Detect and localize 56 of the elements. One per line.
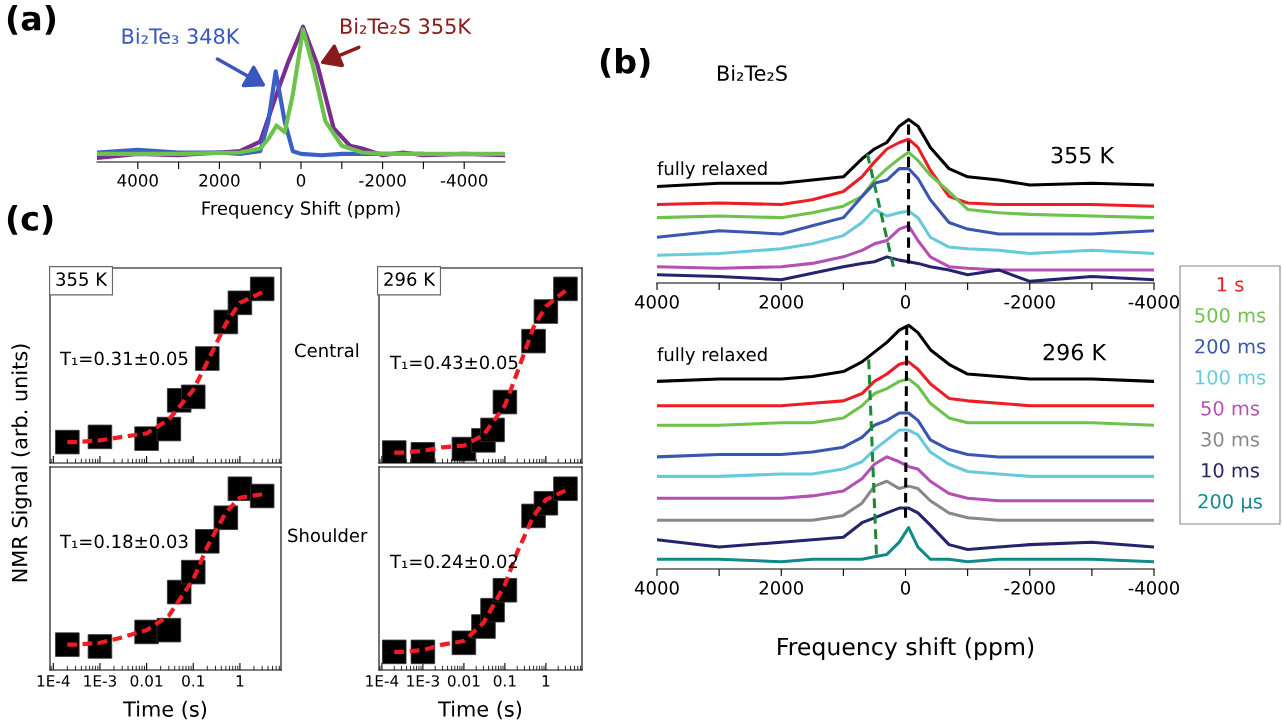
text: (b) [600, 48, 650, 78]
text: 296 K [384, 272, 436, 286]
text: 1 s [1217, 277, 1244, 292]
text: 100 ms [1195, 369, 1266, 385]
x-tick-label: -4000 [1128, 295, 1180, 309]
x-tick-label: 4000 [117, 174, 158, 187]
annotation: fully relaxed [657, 347, 767, 365]
x-tick-label: -4000 [440, 174, 488, 187]
text: (c) [7, 205, 53, 235]
chart-title: Bi₂Te₂S [718, 64, 787, 82]
x-tick-label: 1 [236, 675, 244, 687]
x-tick-label: 0.01 [447, 675, 480, 687]
x-axis-title: Time (s) [438, 700, 522, 720]
annotation: Bi₂Te₃ 348K [122, 27, 240, 45]
text: 30 ms [1201, 431, 1260, 447]
text: 500 ms [1195, 307, 1266, 323]
text: Shoulder [288, 528, 368, 543]
annotation: T₁=0.31±0.05 [59, 351, 188, 366]
x-tick-label: -2000 [1004, 581, 1055, 595]
text: 50 ms [1201, 400, 1260, 416]
text: 10 ms [1202, 462, 1260, 478]
x-tick-label: 2000 [759, 295, 804, 309]
text: 200 ms [1195, 338, 1266, 354]
annotation: Bi₂Te₂S 355K [341, 17, 472, 35]
x-axis-title: Time (s) [123, 700, 207, 720]
x-tick-label: 0 [900, 295, 911, 309]
x-tick-label: 1E-4 [366, 675, 399, 687]
annotation: T₁=0.43±0.05 [389, 355, 518, 370]
x-tick-label: 1E-3 [407, 675, 439, 687]
x-tick-label: 0.1 [493, 675, 516, 687]
x-tick-label: 4000 [634, 581, 679, 595]
annotation: 355 K [1051, 146, 1115, 164]
x-tick-label: 0.1 [182, 675, 204, 687]
annotation: T₁=0.18±0.03 [59, 534, 188, 549]
x-tick-label: 2000 [759, 581, 804, 595]
x-tick-label: 1E-4 [37, 675, 70, 687]
annotation: fully relaxed [657, 161, 767, 179]
x-tick-label: 0.01 [130, 675, 163, 687]
x-tick-label: 0 [296, 174, 306, 187]
x-axis-title: Frequency Shift (ppm) [202, 201, 400, 219]
text: (a) [7, 5, 56, 35]
x-tick-label: 1 [542, 675, 550, 687]
x-tick-label: -2000 [1004, 295, 1055, 309]
annotation: 296 K [1043, 343, 1107, 361]
x-tick-label: -4000 [1128, 581, 1180, 595]
annotation: T₁=0.24±0.02 [389, 554, 518, 569]
x-tick-label: -2000 [359, 174, 406, 187]
text: 355 K [56, 272, 108, 286]
text: Central [295, 343, 359, 358]
text: 200 μs [1198, 493, 1262, 513]
x-axis-title: Frequency shift (ppm) [778, 637, 1034, 661]
x-tick-label: 2000 [199, 174, 240, 187]
x-tick-label: 1E-3 [84, 675, 117, 687]
y-axis-title: NMR Signal (arb. units) [11, 344, 32, 582]
x-tick-label: 4000 [634, 295, 679, 309]
x-tick-label: 0 [900, 581, 911, 595]
